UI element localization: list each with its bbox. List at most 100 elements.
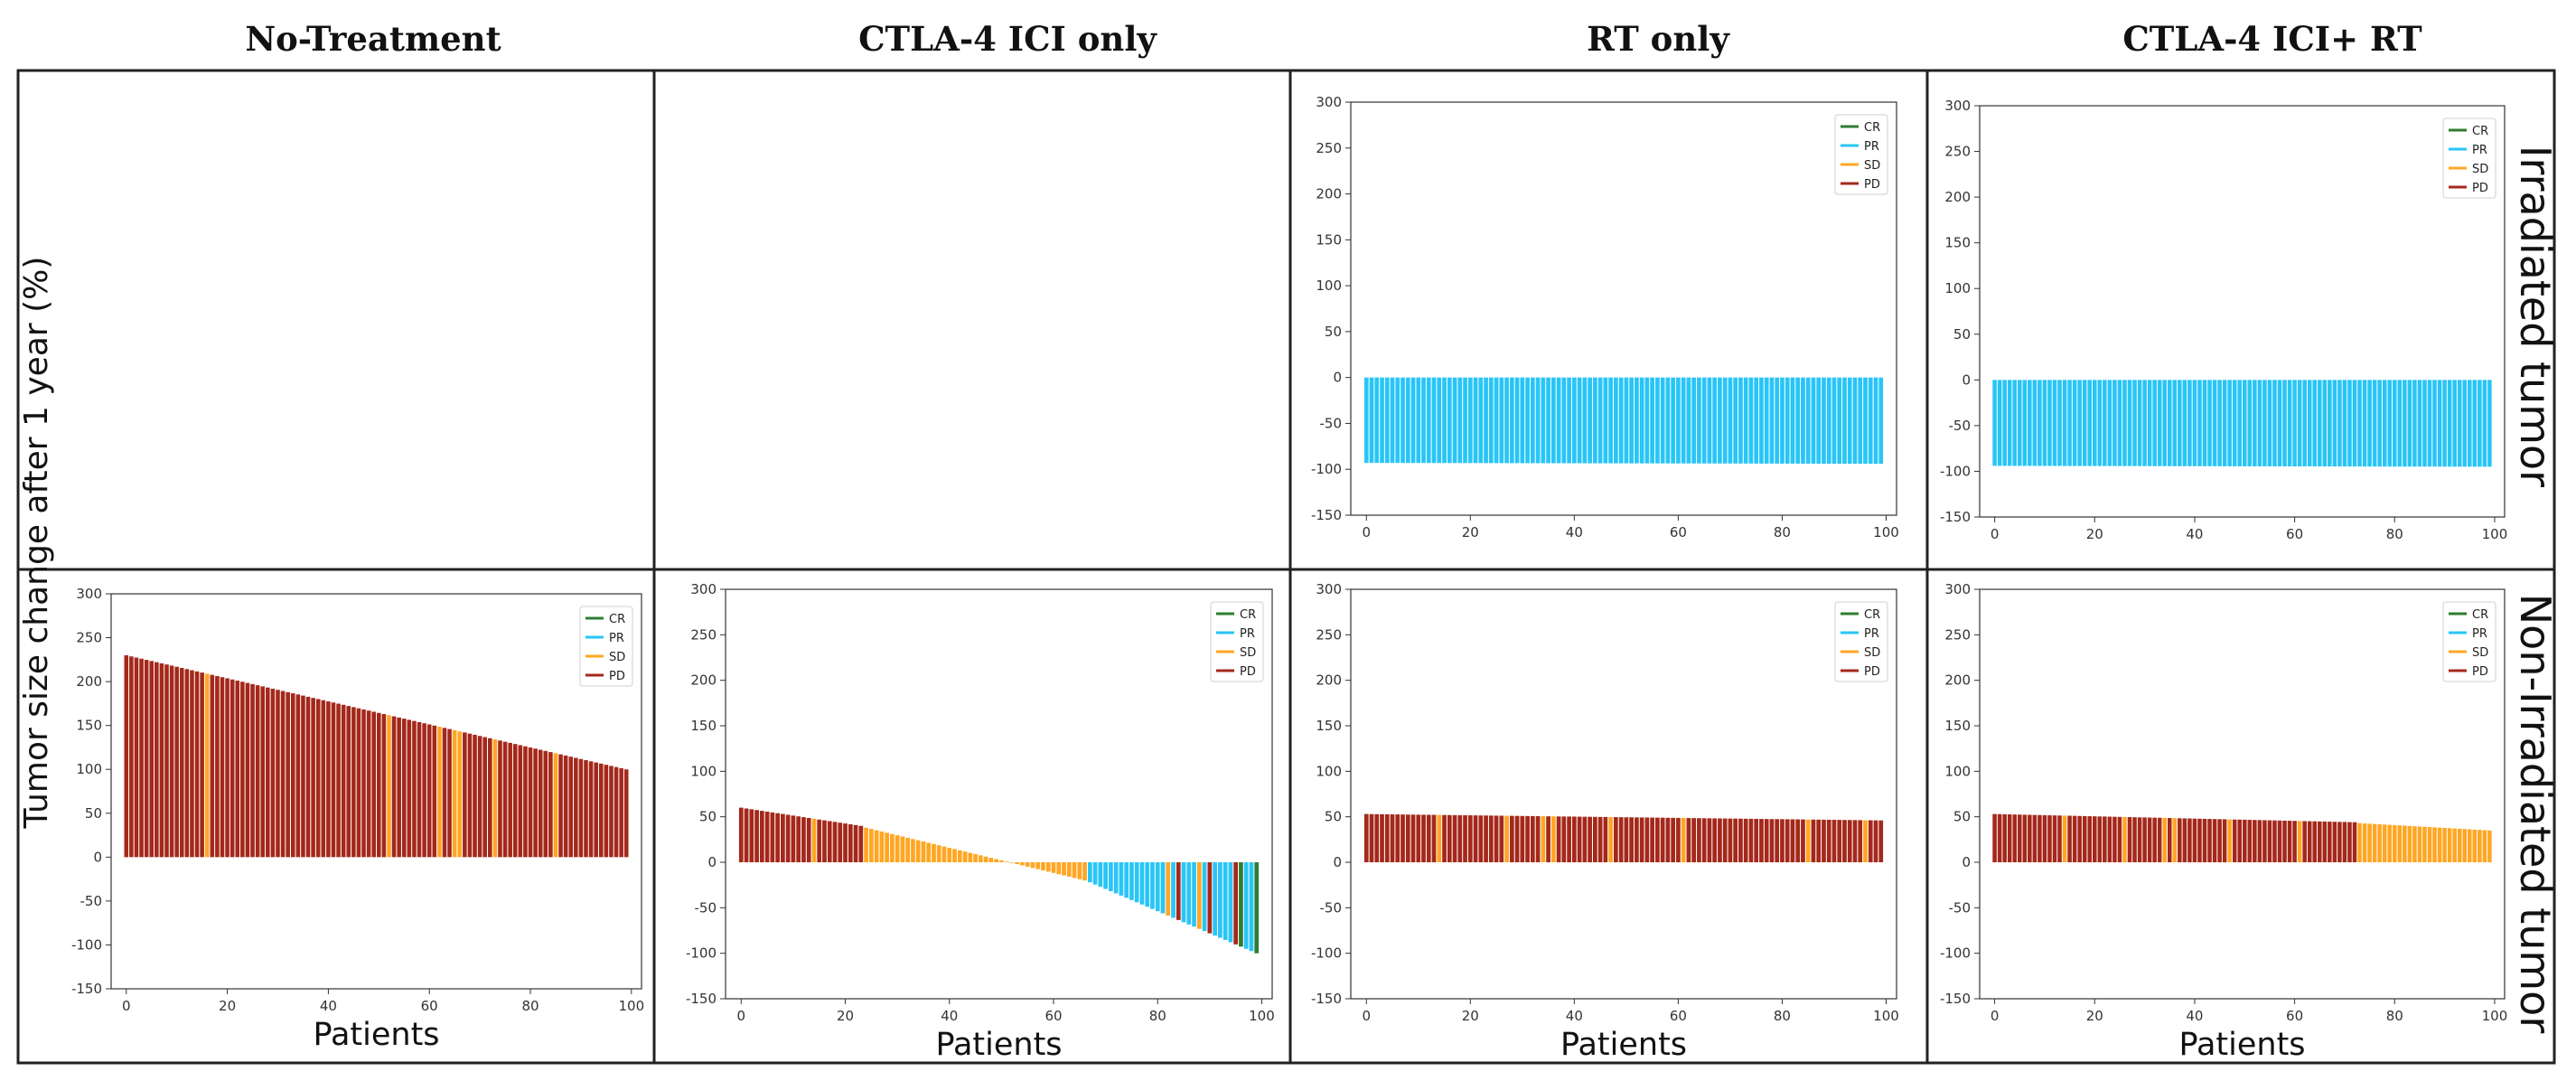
x-tick-label: 0 [1362,524,1371,540]
bars [1992,380,2492,467]
bar [1473,815,1478,862]
bar [1447,814,1452,862]
bar [936,845,941,862]
bar [2302,380,2307,467]
bar [2318,821,2322,862]
y-tick-label: -100 [1311,945,1342,962]
bar [2047,815,2052,862]
bar [538,749,543,858]
bar [1629,377,1634,464]
x-tick-label: 60 [421,998,438,1014]
bar [1790,819,1795,862]
bars [1363,813,1884,862]
bar [1520,377,1525,464]
bar [1457,814,1463,862]
bar [2357,822,2362,862]
bar [2437,827,2442,862]
bar [1655,377,1660,464]
legend: CR PR SD PD [1834,114,1888,195]
bar [1222,862,1228,940]
bar [1015,862,1020,865]
x-axis-label: Patients [1560,1027,1687,1063]
bar [1530,815,1535,862]
bar [1020,862,1025,866]
bar [2432,827,2437,862]
chart-rt-non-irradiated: 300 250 200 150 100 50 0 -50 -100 -150 0 20 40 60 80 10… [1311,581,1899,1063]
y-ticks: 300 250 200 150 100 50 0 -50 -100 -150 [1940,98,1980,525]
bar [1588,816,1592,862]
bar [2362,823,2367,862]
y-tick-label: -50 [1949,899,1972,916]
bar [407,719,412,858]
bar [1119,862,1124,896]
bar [1380,377,1384,464]
bar [194,671,200,858]
bar [1155,862,1160,912]
bar [2272,380,2277,466]
bar [2178,380,2182,466]
bar [785,814,791,862]
x-tick-label: 40 [2186,1008,2203,1024]
bar [801,817,806,862]
bar [2427,827,2432,862]
bar [1066,862,1072,877]
bar [2382,380,2387,467]
bars [124,654,629,858]
axes-frame [110,593,642,990]
bar [952,849,957,862]
bar [2112,816,2117,862]
bar [1588,377,1592,464]
bar [2192,818,2197,862]
bar [1134,862,1139,903]
x-tick-label: 20 [2086,526,2103,542]
bar [811,818,817,862]
bar [331,702,336,858]
bar [2112,380,2117,466]
bar [770,812,775,862]
bar [2247,820,2253,862]
bar [1852,377,1858,465]
bar [1754,377,1759,464]
bar [361,709,366,858]
x-tick-label: 80 [1774,524,1791,540]
legend-label: CR [1864,608,1880,622]
bar [356,708,361,858]
axes-frame [1979,588,2506,1000]
bar [2328,380,2332,467]
bar [164,664,169,858]
bar [2437,380,2442,467]
bar [900,836,905,862]
bar [1712,377,1718,464]
bar [2482,830,2487,862]
bar [2107,380,2112,466]
y-tick-label: 0 [1333,370,1342,386]
bar [169,665,174,858]
bar [1484,815,1488,862]
bar [2282,820,2287,862]
bar [1062,862,1066,876]
bar [1051,862,1056,873]
bar [1504,815,1509,862]
bar [1795,377,1801,464]
bar [1597,377,1603,464]
axes-frame [1350,101,1897,516]
bar [2292,821,2297,862]
bar [1764,819,1769,862]
bar [2312,380,2317,467]
bar [1784,377,1790,464]
bar [1098,862,1103,888]
bar [1484,377,1488,464]
bar [2403,825,2407,862]
bar [2137,380,2142,466]
bar [144,660,149,858]
bar [983,856,988,862]
bar [1541,816,1546,862]
bar [1395,814,1400,862]
bar [1426,377,1431,464]
x-tick-label: 80 [521,998,539,1014]
axes-frame [725,588,1273,1000]
bar [1608,816,1613,862]
y-tick-label: 200 [1316,186,1342,202]
y-tick-label: -50 [695,899,717,916]
bar [326,700,331,858]
